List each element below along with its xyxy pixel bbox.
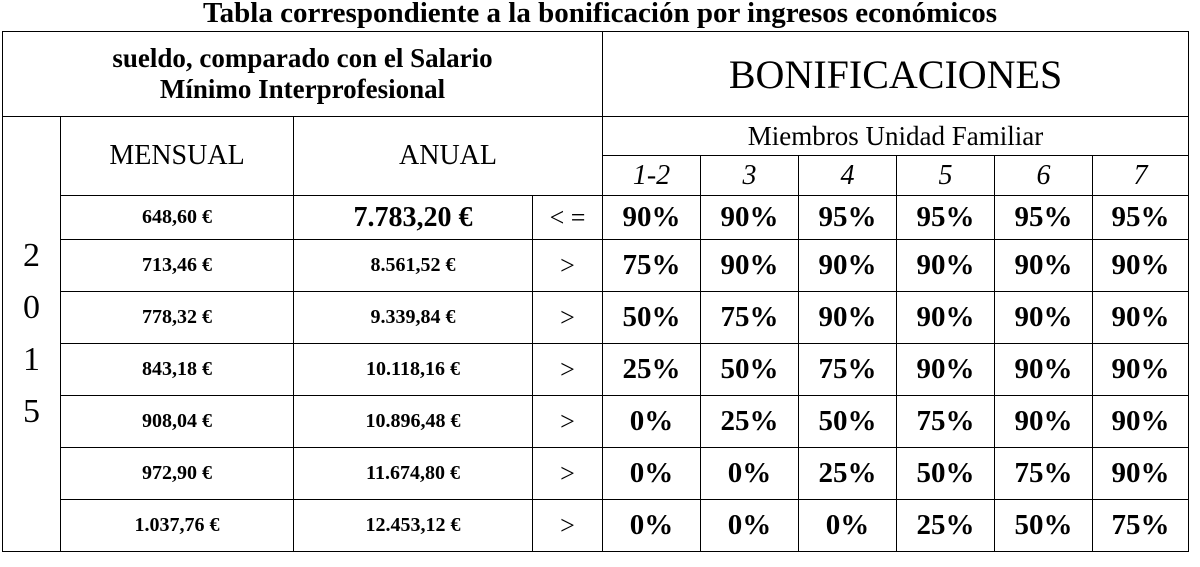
table-row: 648,60 € 7.783,20 € < = 90% 90% 95% 95% … (3, 195, 1190, 240)
annual-cell: 10.896,48 € (293, 395, 533, 448)
comparison-cell: > (531, 291, 604, 344)
annual-cell: 12.453,12 € (293, 499, 533, 552)
member-count-header: 5 (896, 155, 996, 196)
percent-cell: 75% (994, 447, 1094, 500)
percent-cell: 75% (1092, 499, 1190, 552)
comparison-cell: > (531, 447, 604, 500)
percent-cell: 0% (798, 499, 898, 552)
page-title: Tabla correspondiente a la bonificación … (202, 0, 998, 29)
table-row: 843,18 € 10.118,16 € > 25% 50% 75% 90% 9… (3, 343, 1190, 396)
percent-cell: 75% (602, 239, 702, 292)
monthly-cell: 1.037,76 € (60, 499, 294, 552)
member-count-header: 1-2 (602, 155, 702, 196)
percent-cell: 90% (1092, 239, 1190, 292)
year-digit: 5 (23, 393, 40, 430)
percent-cell: 95% (1092, 195, 1190, 240)
miembros-header: Miembros Unidad Familiar (602, 116, 1190, 156)
percent-cell: 90% (994, 343, 1094, 396)
table-row: 908,04 € 10.896,48 € > 0% 25% 50% 75% 90… (3, 395, 1190, 448)
percent-cell: 90% (700, 239, 800, 292)
table-row: 1.037,76 € 12.453,12 € > 0% 0% 0% 25% 50… (3, 499, 1190, 552)
year-digit: 1 (23, 341, 40, 378)
percent-cell: 90% (994, 395, 1094, 448)
comparison-cell: < = (531, 195, 604, 240)
anual-header: ANUAL (292, 116, 604, 196)
member-count-header: 7 (1092, 155, 1190, 196)
percent-cell: 25% (700, 395, 800, 448)
year-digit: 2 (23, 237, 40, 274)
monthly-cell: 908,04 € (60, 395, 294, 448)
year-digit: 0 (23, 289, 40, 326)
percent-cell: 25% (602, 343, 702, 396)
percent-cell: 90% (798, 239, 898, 292)
table-row: 778,32 € 9.339,84 € > 50% 75% 90% 90% 90… (3, 291, 1190, 344)
percent-cell: 0% (602, 447, 702, 500)
bonificaciones-header: BONIFICACIONES (602, 31, 1190, 117)
percent-cell: 90% (994, 291, 1094, 344)
percent-cell: 50% (896, 447, 996, 500)
monthly-cell: 843,18 € (60, 343, 294, 396)
monthly-cell: 648,60 € (60, 195, 294, 240)
percent-cell: 90% (1092, 447, 1190, 500)
percent-cell: 90% (896, 239, 996, 292)
table-row: 713,46 € 8.561,52 € > 75% 90% 90% 90% 90… (3, 239, 1190, 292)
percent-cell: 0% (700, 499, 800, 552)
bonus-table: sueldo, comparado con el Salario Mínimo … (1, 31, 1190, 552)
percent-cell: 50% (994, 499, 1094, 552)
percent-cell: 75% (700, 291, 800, 344)
percent-cell: 90% (896, 291, 996, 344)
salary-comparison-header: sueldo, comparado con el Salario Mínimo … (1, 31, 604, 117)
percent-cell: 90% (700, 195, 800, 240)
mensual-header: MENSUAL (60, 116, 294, 196)
salary-header-line-1: sueldo, comparado con el Salario (112, 43, 493, 73)
member-count-row: 1-2 3 4 5 6 7 (3, 155, 1190, 196)
percent-cell: 25% (896, 499, 996, 552)
comparison-cell: > (531, 239, 604, 292)
member-count-header: 4 (798, 155, 898, 196)
annual-cell: 10.118,16 € (293, 343, 533, 396)
monthly-cell: 778,32 € (60, 291, 294, 344)
year-cell: 2 0 1 5 (2, 116, 61, 552)
percent-cell: 75% (896, 395, 996, 448)
percent-cell: 0% (602, 395, 702, 448)
comparison-cell: > (531, 395, 604, 448)
annual-cell: 8.561,52 € (293, 239, 533, 292)
percent-cell: 95% (798, 195, 898, 240)
annual-cell: 11.674,80 € (293, 447, 533, 500)
percent-cell: 90% (602, 195, 702, 240)
salary-header-line-2: Mínimo Interprofesional (159, 74, 446, 104)
percent-cell: 95% (896, 195, 996, 240)
percent-cell: 90% (1092, 291, 1190, 344)
percent-cell: 90% (994, 239, 1094, 292)
percent-cell: 75% (798, 343, 898, 396)
comparison-cell: > (531, 343, 604, 396)
percent-cell: 0% (602, 499, 702, 552)
header-row-middle: 2 0 1 5 MENSUAL ANUAL Miembros Unidad Fa… (2, 116, 1190, 552)
percent-cell: 50% (798, 395, 898, 448)
member-count-header: 3 (700, 155, 800, 196)
percent-cell: 90% (1092, 343, 1190, 396)
percent-cell: 90% (798, 291, 898, 344)
table-row: 972,90 € 11.674,80 € > 0% 0% 25% 50% 75%… (3, 447, 1190, 500)
monthly-cell: 972,90 € (60, 447, 294, 500)
annual-cell: 9.339,84 € (293, 291, 533, 344)
comparison-cell: > (531, 499, 604, 552)
percent-cell: 25% (798, 447, 898, 500)
percent-cell: 95% (994, 195, 1094, 240)
monthly-cell: 713,46 € (60, 239, 294, 292)
percent-cell: 50% (602, 291, 702, 344)
percent-cell: 0% (700, 447, 800, 500)
member-count-header: 6 (994, 155, 1094, 196)
header-row-top: sueldo, comparado con el Salario Mínimo … (1, 31, 1190, 117)
annual-cell: 7.783,20 € (293, 195, 533, 240)
percent-cell: 90% (896, 343, 996, 396)
percent-cell: 90% (1092, 395, 1190, 448)
percent-cell: 50% (700, 343, 800, 396)
